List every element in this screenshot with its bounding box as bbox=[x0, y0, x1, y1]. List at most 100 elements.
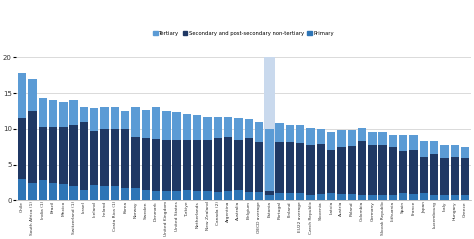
Bar bbox=[38, 98, 47, 127]
Bar bbox=[450, 196, 459, 201]
Bar bbox=[306, 128, 315, 145]
Bar bbox=[59, 102, 68, 127]
Bar bbox=[378, 132, 387, 145]
Bar bbox=[327, 193, 336, 201]
Bar bbox=[317, 194, 325, 201]
Bar bbox=[255, 192, 263, 201]
Bar bbox=[347, 146, 356, 194]
Bar bbox=[337, 147, 346, 194]
Bar bbox=[296, 193, 304, 201]
Bar bbox=[80, 107, 88, 122]
Bar bbox=[255, 142, 263, 192]
Bar bbox=[410, 194, 418, 201]
Bar bbox=[142, 109, 150, 138]
Bar bbox=[100, 186, 109, 201]
Bar bbox=[286, 142, 294, 193]
Bar bbox=[296, 143, 304, 193]
Bar bbox=[203, 117, 212, 140]
Bar bbox=[49, 183, 57, 201]
Bar bbox=[389, 135, 397, 147]
Bar bbox=[450, 158, 459, 196]
Bar bbox=[286, 193, 294, 201]
Bar bbox=[419, 157, 428, 193]
Bar bbox=[214, 138, 222, 192]
Bar bbox=[419, 193, 428, 201]
Bar bbox=[337, 194, 346, 201]
Bar bbox=[327, 132, 336, 150]
Bar bbox=[69, 125, 78, 186]
Bar bbox=[410, 150, 418, 194]
Bar bbox=[193, 140, 201, 191]
Bar bbox=[152, 139, 160, 191]
Bar bbox=[49, 100, 57, 127]
Bar bbox=[368, 145, 376, 196]
Bar bbox=[461, 196, 469, 201]
Bar bbox=[38, 180, 47, 201]
Bar bbox=[182, 190, 191, 201]
Bar bbox=[131, 188, 140, 201]
Bar bbox=[430, 154, 438, 195]
Bar bbox=[358, 141, 366, 195]
Bar bbox=[100, 107, 109, 129]
Bar bbox=[131, 107, 140, 137]
Bar bbox=[419, 141, 428, 157]
Bar bbox=[389, 147, 397, 195]
Bar bbox=[28, 111, 36, 183]
Bar bbox=[347, 194, 356, 201]
Bar bbox=[306, 195, 315, 201]
Bar bbox=[450, 145, 459, 158]
Bar bbox=[121, 129, 129, 188]
Bar bbox=[461, 147, 469, 158]
Bar bbox=[173, 112, 181, 140]
Bar bbox=[430, 141, 438, 154]
Bar bbox=[193, 114, 201, 140]
Bar bbox=[234, 140, 243, 190]
Bar bbox=[203, 140, 212, 191]
Bar bbox=[152, 191, 160, 201]
Bar bbox=[234, 118, 243, 140]
Bar bbox=[264, 57, 275, 201]
Bar bbox=[121, 111, 129, 129]
Bar bbox=[162, 191, 171, 201]
Bar bbox=[121, 188, 129, 201]
Bar bbox=[162, 140, 171, 191]
Bar bbox=[327, 150, 336, 193]
Bar bbox=[131, 137, 140, 188]
Bar bbox=[110, 186, 119, 201]
Bar bbox=[173, 140, 181, 191]
Bar bbox=[38, 127, 47, 180]
Bar bbox=[214, 192, 222, 201]
Bar bbox=[234, 190, 243, 201]
Bar bbox=[28, 79, 36, 111]
Bar bbox=[18, 179, 27, 201]
Bar bbox=[110, 129, 119, 186]
Bar bbox=[245, 119, 253, 138]
Bar bbox=[245, 138, 253, 192]
Bar bbox=[224, 191, 232, 201]
Bar bbox=[337, 130, 346, 147]
Bar bbox=[224, 117, 232, 137]
Bar bbox=[399, 151, 408, 193]
Bar bbox=[317, 129, 325, 144]
Bar bbox=[214, 117, 222, 138]
Bar bbox=[59, 127, 68, 184]
Bar bbox=[69, 100, 78, 125]
Bar bbox=[152, 107, 160, 139]
Bar bbox=[59, 184, 68, 201]
Bar bbox=[142, 190, 150, 201]
Bar bbox=[193, 191, 201, 201]
Bar bbox=[69, 186, 78, 201]
Bar bbox=[110, 107, 119, 129]
Bar bbox=[286, 125, 294, 142]
Bar bbox=[430, 195, 438, 201]
Bar bbox=[203, 191, 212, 201]
Bar bbox=[224, 137, 232, 191]
Bar bbox=[368, 132, 376, 145]
Bar bbox=[368, 196, 376, 201]
Bar bbox=[255, 122, 263, 142]
Bar bbox=[440, 196, 449, 201]
Bar bbox=[306, 145, 315, 195]
Bar bbox=[49, 127, 57, 183]
Bar bbox=[410, 135, 418, 150]
Bar bbox=[162, 111, 171, 140]
